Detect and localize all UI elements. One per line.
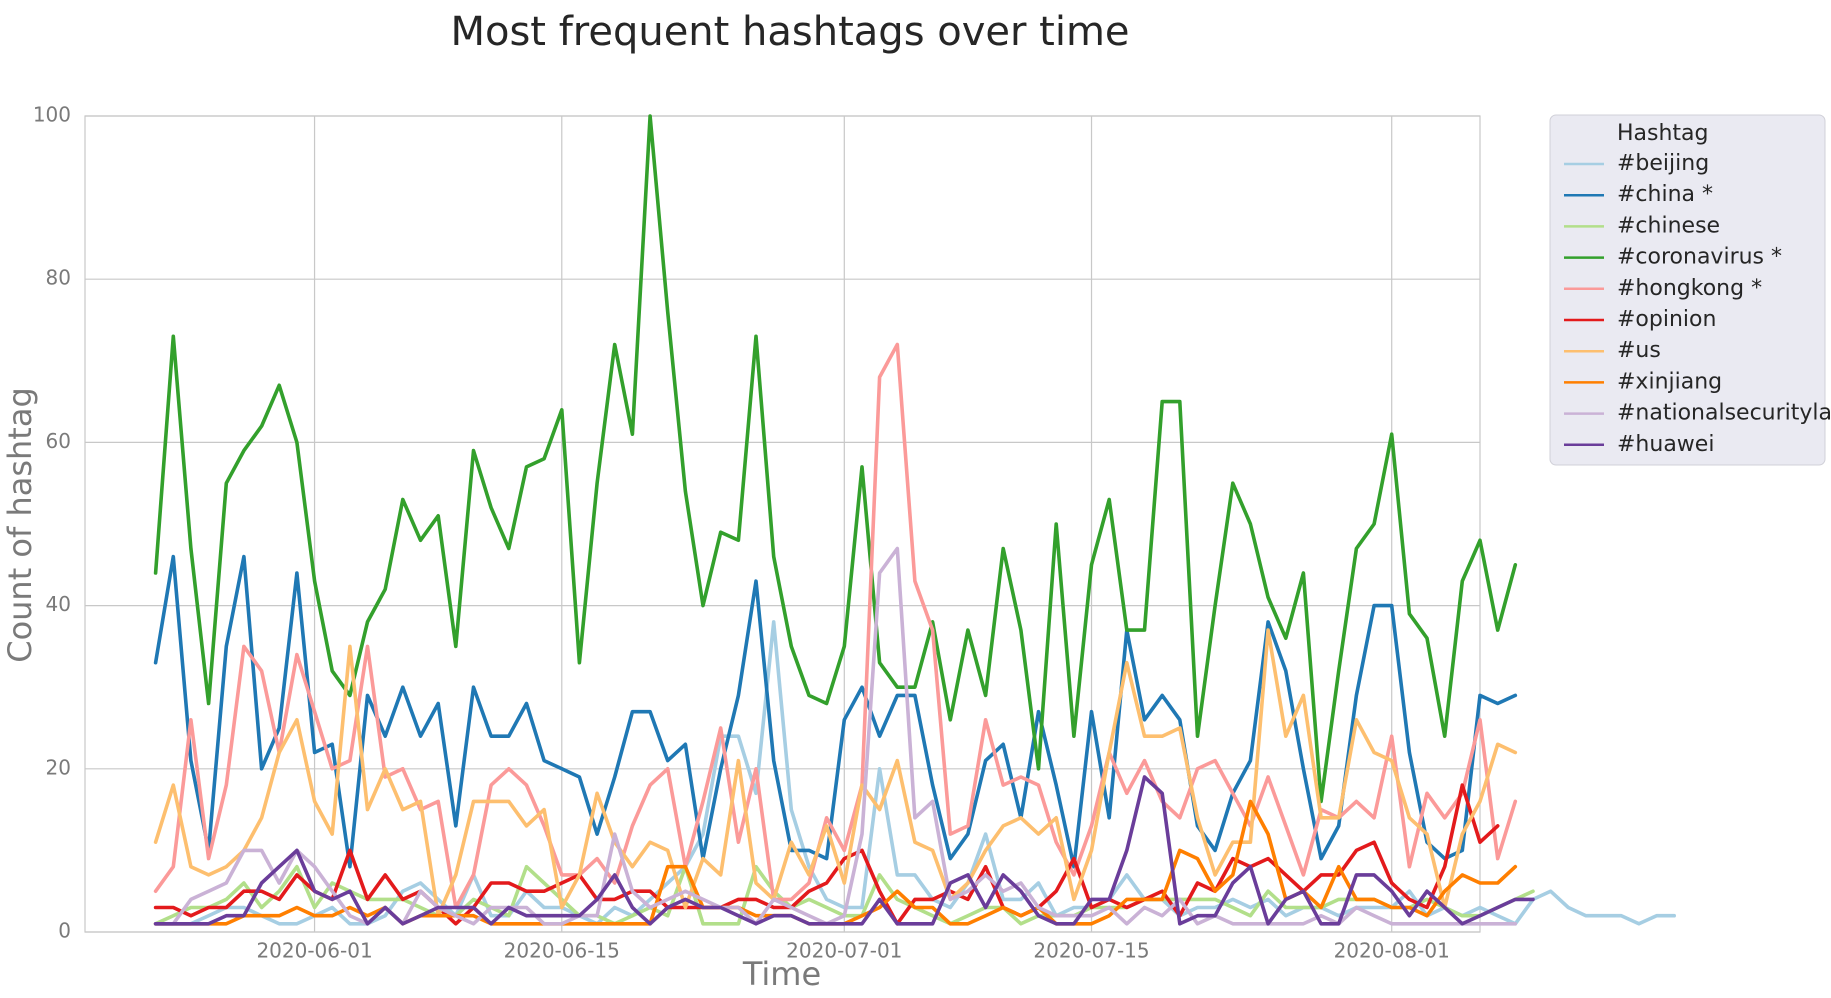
legend-label: #beijing bbox=[1617, 151, 1709, 176]
y-axis-title: Count of hashtag bbox=[1, 387, 39, 663]
y-tick-label: 100 bbox=[33, 103, 71, 127]
legend-label: #xinjiang bbox=[1617, 369, 1722, 394]
y-tick-label: 80 bbox=[46, 266, 71, 290]
y-tick-label: 0 bbox=[58, 919, 71, 943]
x-tick-label: 2020-08-01 bbox=[1334, 939, 1450, 963]
legend-item: #us bbox=[1564, 338, 1661, 363]
legend-label: #opinion bbox=[1617, 307, 1716, 332]
y-tick-label: 20 bbox=[46, 755, 71, 779]
legend-items: #beijing #china * #chinese #coronavirus * #h… bbox=[1564, 151, 1831, 457]
legend-item: #china * bbox=[1564, 182, 1713, 207]
y-tick-label: 40 bbox=[46, 592, 71, 616]
y-tick-label: 60 bbox=[46, 429, 71, 453]
legend-item: #opinion bbox=[1564, 307, 1716, 332]
legend-label: #huawei bbox=[1617, 432, 1714, 457]
legend-box bbox=[1549, 114, 1826, 466]
legend-label: #us bbox=[1617, 338, 1661, 363]
legend-item: #chinese bbox=[1564, 213, 1720, 238]
legend-label: #nationalsecuritylaw bbox=[1617, 401, 1831, 426]
legend-title: Hashtag bbox=[1617, 121, 1709, 146]
legend-item: #huawei bbox=[1564, 432, 1714, 457]
legend-item: #xinjiang bbox=[1564, 369, 1722, 394]
y-axis-tick-labels: 0 20 40 60 80 100 bbox=[33, 103, 71, 943]
legend-item: #coronavirus * bbox=[1564, 245, 1782, 270]
legend-item: #hongkong * bbox=[1564, 276, 1762, 301]
x-axis-tick-labels: 2020-06-01 2020-06-15 2020-07-01 2020-07-15… bbox=[256, 939, 1449, 963]
series-line-coronavirus bbox=[153, 114, 1518, 804]
x-tick-label: 2020-07-15 bbox=[1033, 939, 1149, 963]
legend: Hashtag #beijing #china * #chinese #coronav… bbox=[1549, 114, 1831, 466]
series-line-huawei bbox=[153, 775, 1535, 926]
chart-title: Most frequent hashtags over time bbox=[450, 9, 1129, 55]
legend-item: #nationalsecuritylaw bbox=[1564, 401, 1831, 426]
legend-label: #coronavirus * bbox=[1617, 245, 1782, 270]
plot-area-frame bbox=[84, 115, 1481, 933]
x-tick-label: 2020-07-01 bbox=[786, 939, 902, 963]
x-tick-label: 2020-06-01 bbox=[256, 939, 372, 963]
legend-label: #china * bbox=[1617, 182, 1713, 207]
series-line-us bbox=[153, 628, 1518, 918]
series-line-china bbox=[153, 554, 1518, 869]
legend-label: #chinese bbox=[1617, 213, 1720, 238]
series-line-hongkong bbox=[153, 342, 1518, 910]
legend-item: #beijing bbox=[1564, 151, 1709, 176]
x-tick-label: 2020-06-15 bbox=[504, 939, 620, 963]
series-lines bbox=[153, 114, 1676, 926]
x-axis-title: Time bbox=[742, 955, 821, 993]
series-line-beijing bbox=[153, 620, 1676, 926]
series-line-opinion bbox=[153, 783, 1500, 926]
legend-label: #hongkong * bbox=[1617, 276, 1762, 301]
